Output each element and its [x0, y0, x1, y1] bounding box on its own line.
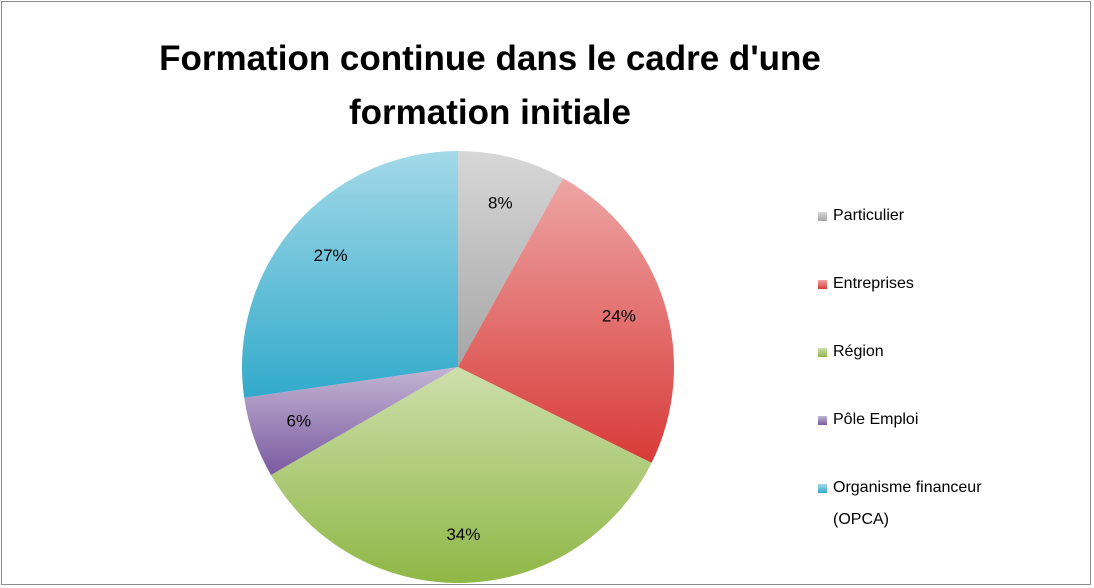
pie-slice	[242, 151, 458, 398]
pie-slice	[244, 367, 458, 475]
legend-label: Pôle Emploi	[833, 411, 919, 428]
pie-slice	[458, 151, 564, 367]
legend-swatch	[818, 484, 827, 493]
data-label: 24%	[602, 306, 636, 325]
pie-slice	[270, 367, 652, 584]
legend-label: Particulier	[833, 207, 905, 224]
legend-label: Entreprises	[833, 275, 914, 292]
legend-swatch	[818, 280, 827, 289]
data-label: 34%	[446, 525, 480, 544]
data-label: 27%	[314, 246, 348, 265]
data-label: 6%	[286, 412, 311, 431]
pie-slice	[458, 178, 674, 463]
chart-title: Formation continue dans le cadre d'une f…	[159, 39, 821, 132]
legend-swatch	[818, 348, 827, 357]
legend-label: Région	[833, 343, 884, 360]
legend-label: Organisme financeur (OPCA)	[833, 479, 982, 528]
legend-swatch	[818, 416, 827, 425]
legend-swatch	[818, 212, 827, 221]
data-label: 8%	[488, 193, 513, 212]
